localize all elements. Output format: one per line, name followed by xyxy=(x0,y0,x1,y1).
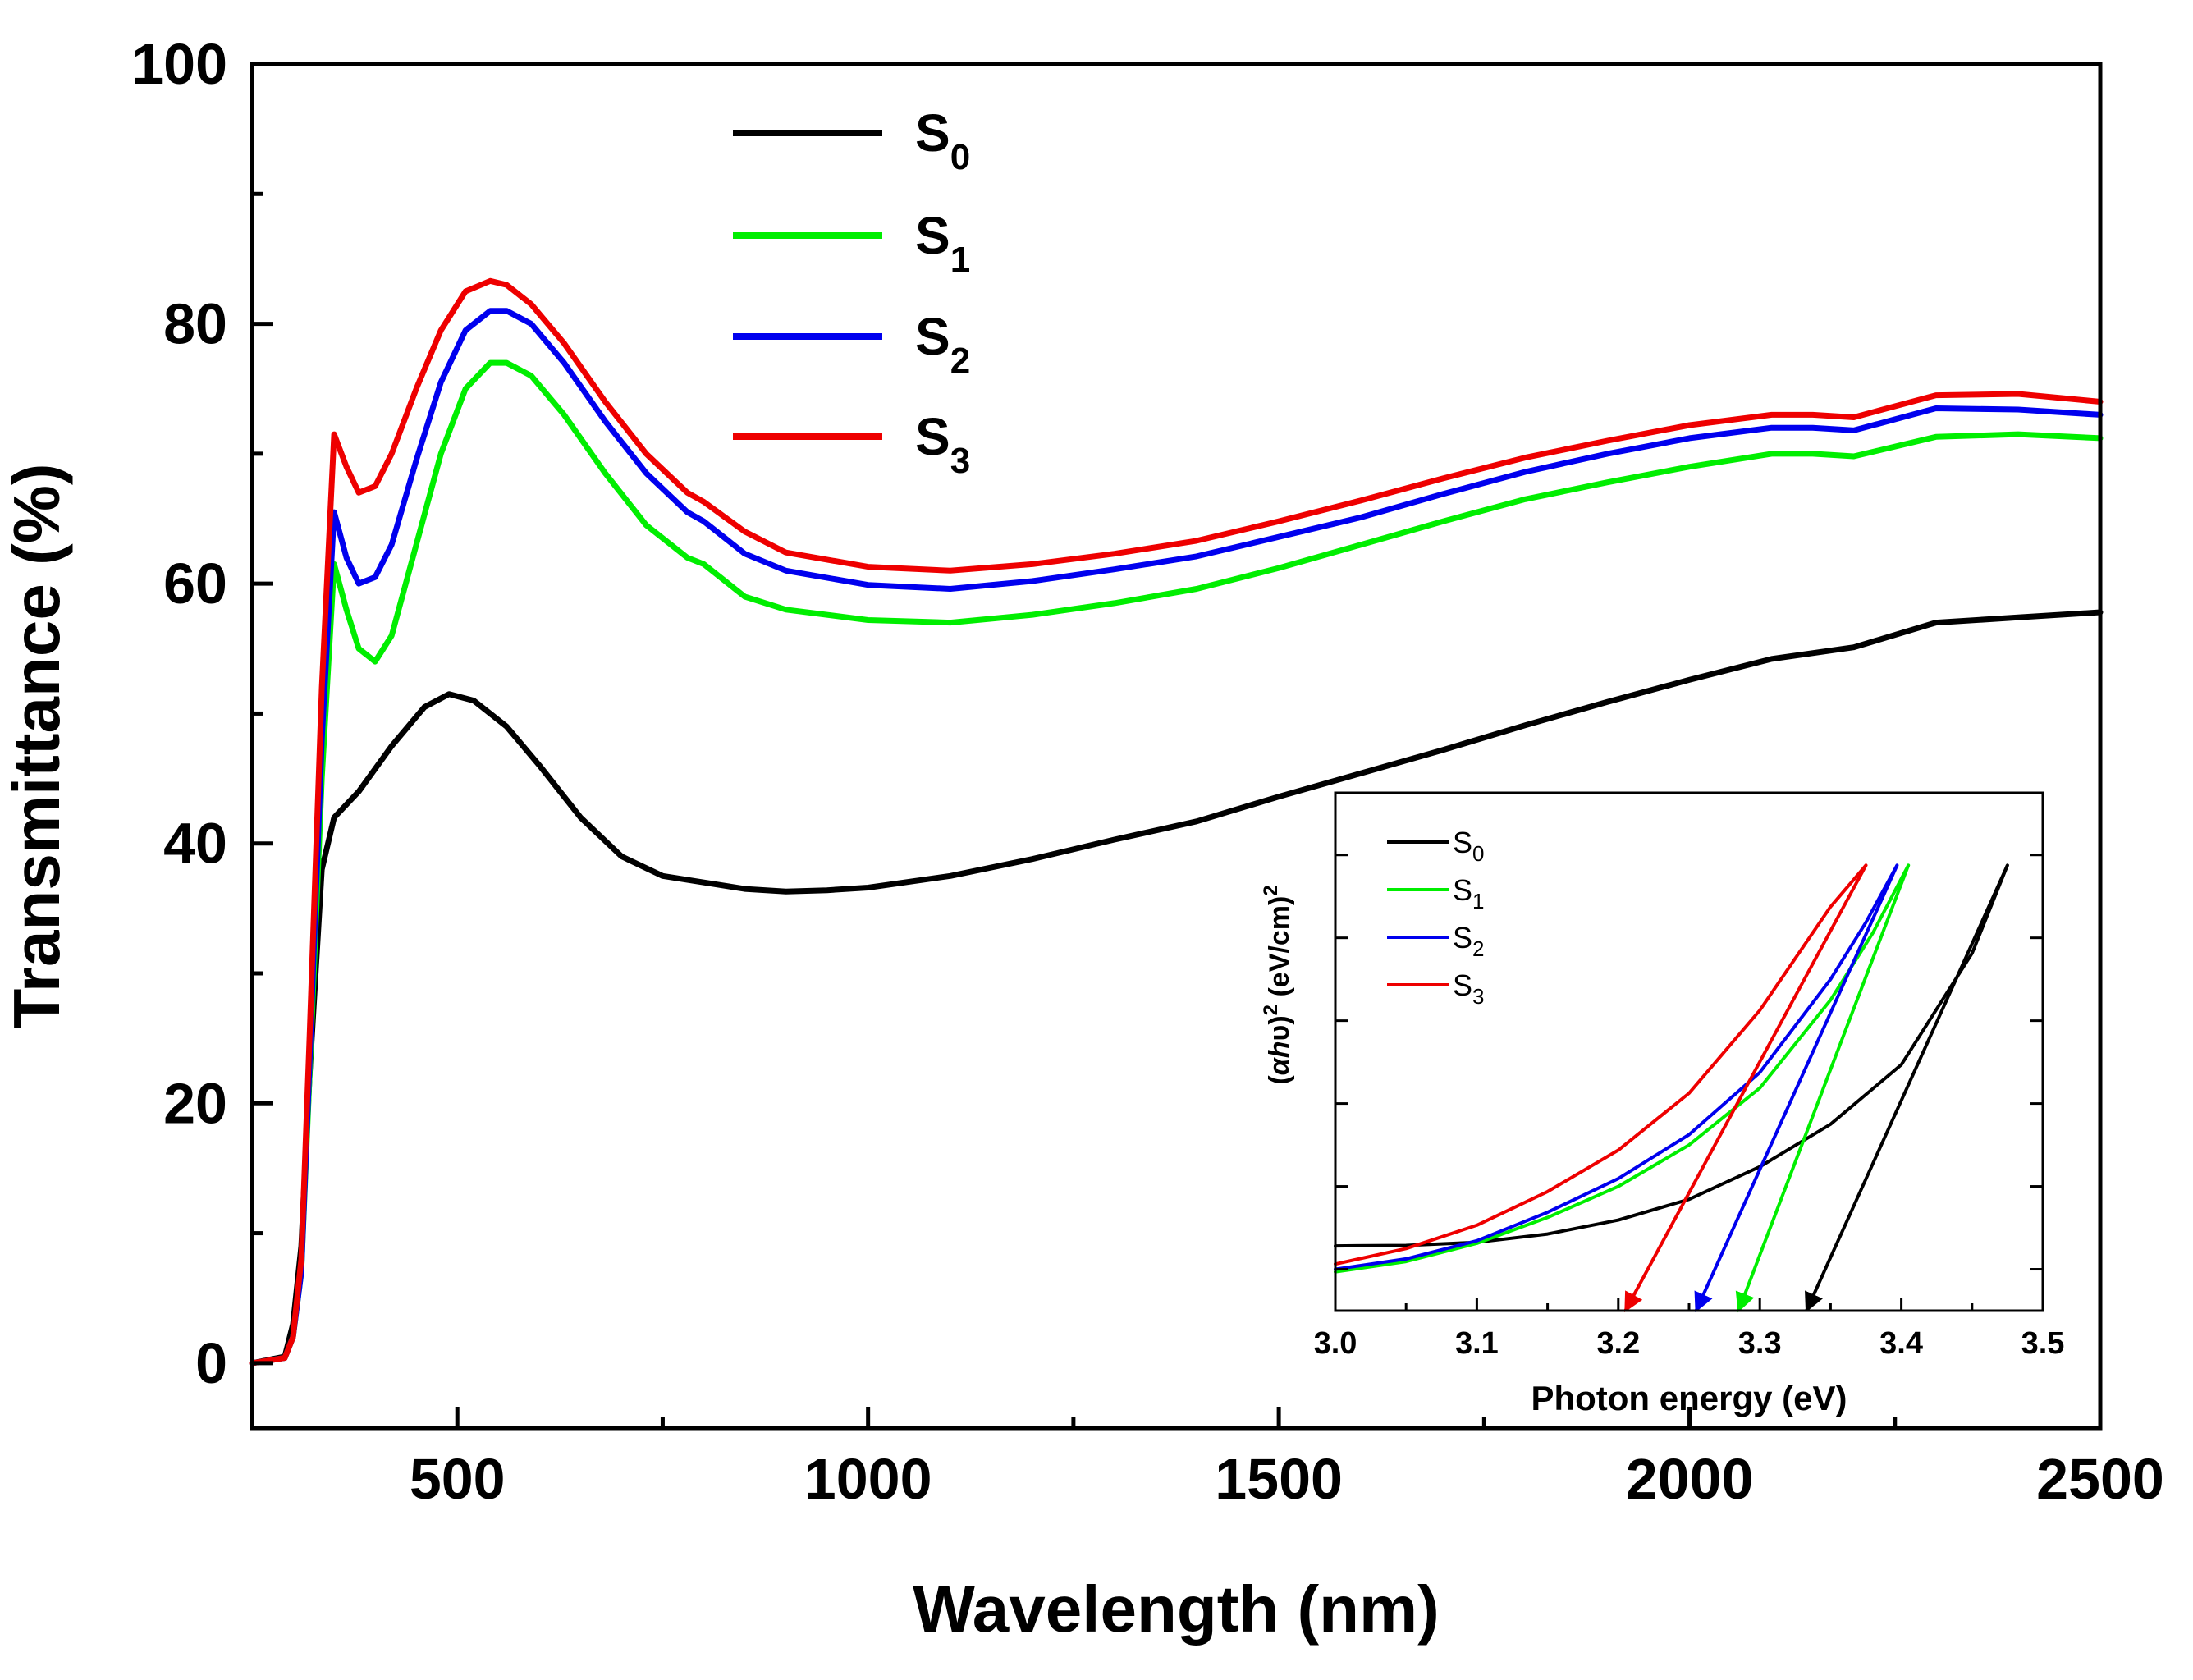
y-tick-label: 60 xyxy=(163,552,227,616)
y-tick-label: 40 xyxy=(163,812,227,876)
x-tick-label: 2500 xyxy=(2036,1447,2164,1511)
inset-x-tick-label: 3.3 xyxy=(1738,1326,1782,1361)
inset-x-tick-label: 3.0 xyxy=(1314,1326,1357,1361)
y-tick-label: 100 xyxy=(131,32,227,96)
inset-x-tick-label: 3.2 xyxy=(1596,1326,1640,1361)
inset-series-line-s0 xyxy=(1334,863,2009,1248)
inset-axis-ticks: 3.0 3.1 3.2 3.3 3.4 3.5 xyxy=(1314,854,2065,1361)
main-axis-ticks: 500 1000 1500 2000 2500 0 20 40 60 80 100 xyxy=(131,32,2164,1511)
inset-x-axis-title: Photon energy (eV) xyxy=(1531,1379,1847,1417)
tangent-line-s2 xyxy=(1694,864,1899,1313)
inset-x-tick-label: 3.4 xyxy=(1879,1326,1923,1361)
tangent-line-s0 xyxy=(1805,864,2009,1313)
inset-plot-frame xyxy=(1334,791,2044,1312)
inset-plot-border xyxy=(1334,791,2044,1312)
inset-y-axis-title: (αhυ)2 (eV/cm)2 xyxy=(1260,885,1295,1084)
series-line-s1 xyxy=(249,359,2104,1366)
x-tick-label: 2000 xyxy=(1626,1447,1754,1511)
inset-x-tick-label: 3.5 xyxy=(2021,1326,2065,1361)
inset-series-line-s3 xyxy=(1334,863,1868,1266)
inset-legend-label-s3: S3 xyxy=(1453,968,1484,1009)
inset-tangent-lines xyxy=(1623,864,2009,1313)
legend-label-s3: S3 xyxy=(915,407,970,481)
x-tick-label: 1500 xyxy=(1215,1447,1343,1511)
inset-x-tick-label: 3.1 xyxy=(1455,1326,1499,1361)
inset-legend-label-s0: S0 xyxy=(1453,826,1484,866)
y-axis-title: Transmittance (%) xyxy=(0,463,73,1028)
series-line-s0 xyxy=(249,609,2104,1366)
x-axis-title: Wavelength (nm) xyxy=(913,1572,1439,1646)
main-legend: S0 S1 S2 S3 xyxy=(733,103,970,481)
y-tick-label: 0 xyxy=(195,1331,227,1395)
inset-plot: 3.0 3.1 3.2 3.3 3.4 3.5 Photon energy (eV) (α… xyxy=(1260,791,2065,1417)
inset-series-line-s2 xyxy=(1334,863,1899,1271)
main-plot-frame xyxy=(250,62,2103,1431)
tangent-line-s1 xyxy=(1735,864,1911,1313)
legend-label-s2: S2 xyxy=(915,307,970,381)
inset-legend-label-s1: S1 xyxy=(1453,873,1484,913)
y-tick-label: 20 xyxy=(163,1071,227,1135)
main-series-group xyxy=(249,277,2104,1366)
tangent-line-s3 xyxy=(1623,864,1868,1313)
y-tick-label: 80 xyxy=(163,292,227,356)
series-line-s3 xyxy=(249,277,2104,1366)
x-tick-label: 1000 xyxy=(804,1447,932,1511)
x-tick-label: 500 xyxy=(410,1447,506,1511)
legend-label-s1: S1 xyxy=(915,206,970,280)
inset-legend-label-s2: S2 xyxy=(1453,921,1484,961)
main-plot: 500 1000 1500 2000 2500 0 20 40 60 80 100 Waveleng… xyxy=(0,32,2164,1646)
inset-legend: S0 S1 S2 S3 xyxy=(1387,826,1484,1009)
legend-label-s0: S0 xyxy=(915,103,970,177)
series-line-s2 xyxy=(249,308,2104,1366)
